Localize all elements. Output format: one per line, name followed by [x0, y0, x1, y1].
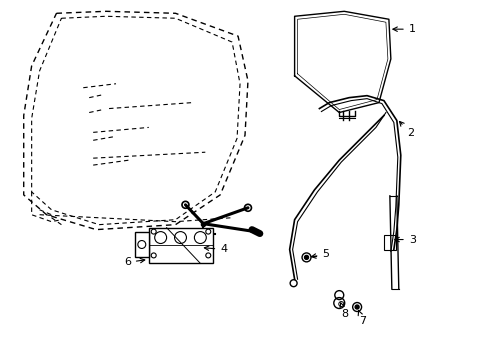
Circle shape: [354, 305, 358, 309]
Text: 7: 7: [358, 310, 366, 326]
Bar: [383, 235, 395, 251]
Text: 5: 5: [311, 249, 329, 260]
Bar: [148, 228, 213, 264]
Circle shape: [304, 255, 308, 260]
Text: 6: 6: [123, 257, 144, 267]
Bar: [135, 231, 148, 257]
Text: 4: 4: [204, 244, 227, 255]
Text: 1: 1: [392, 24, 415, 34]
Text: 2: 2: [399, 121, 413, 138]
Text: 3: 3: [394, 234, 415, 244]
Text: 8: 8: [340, 303, 347, 319]
